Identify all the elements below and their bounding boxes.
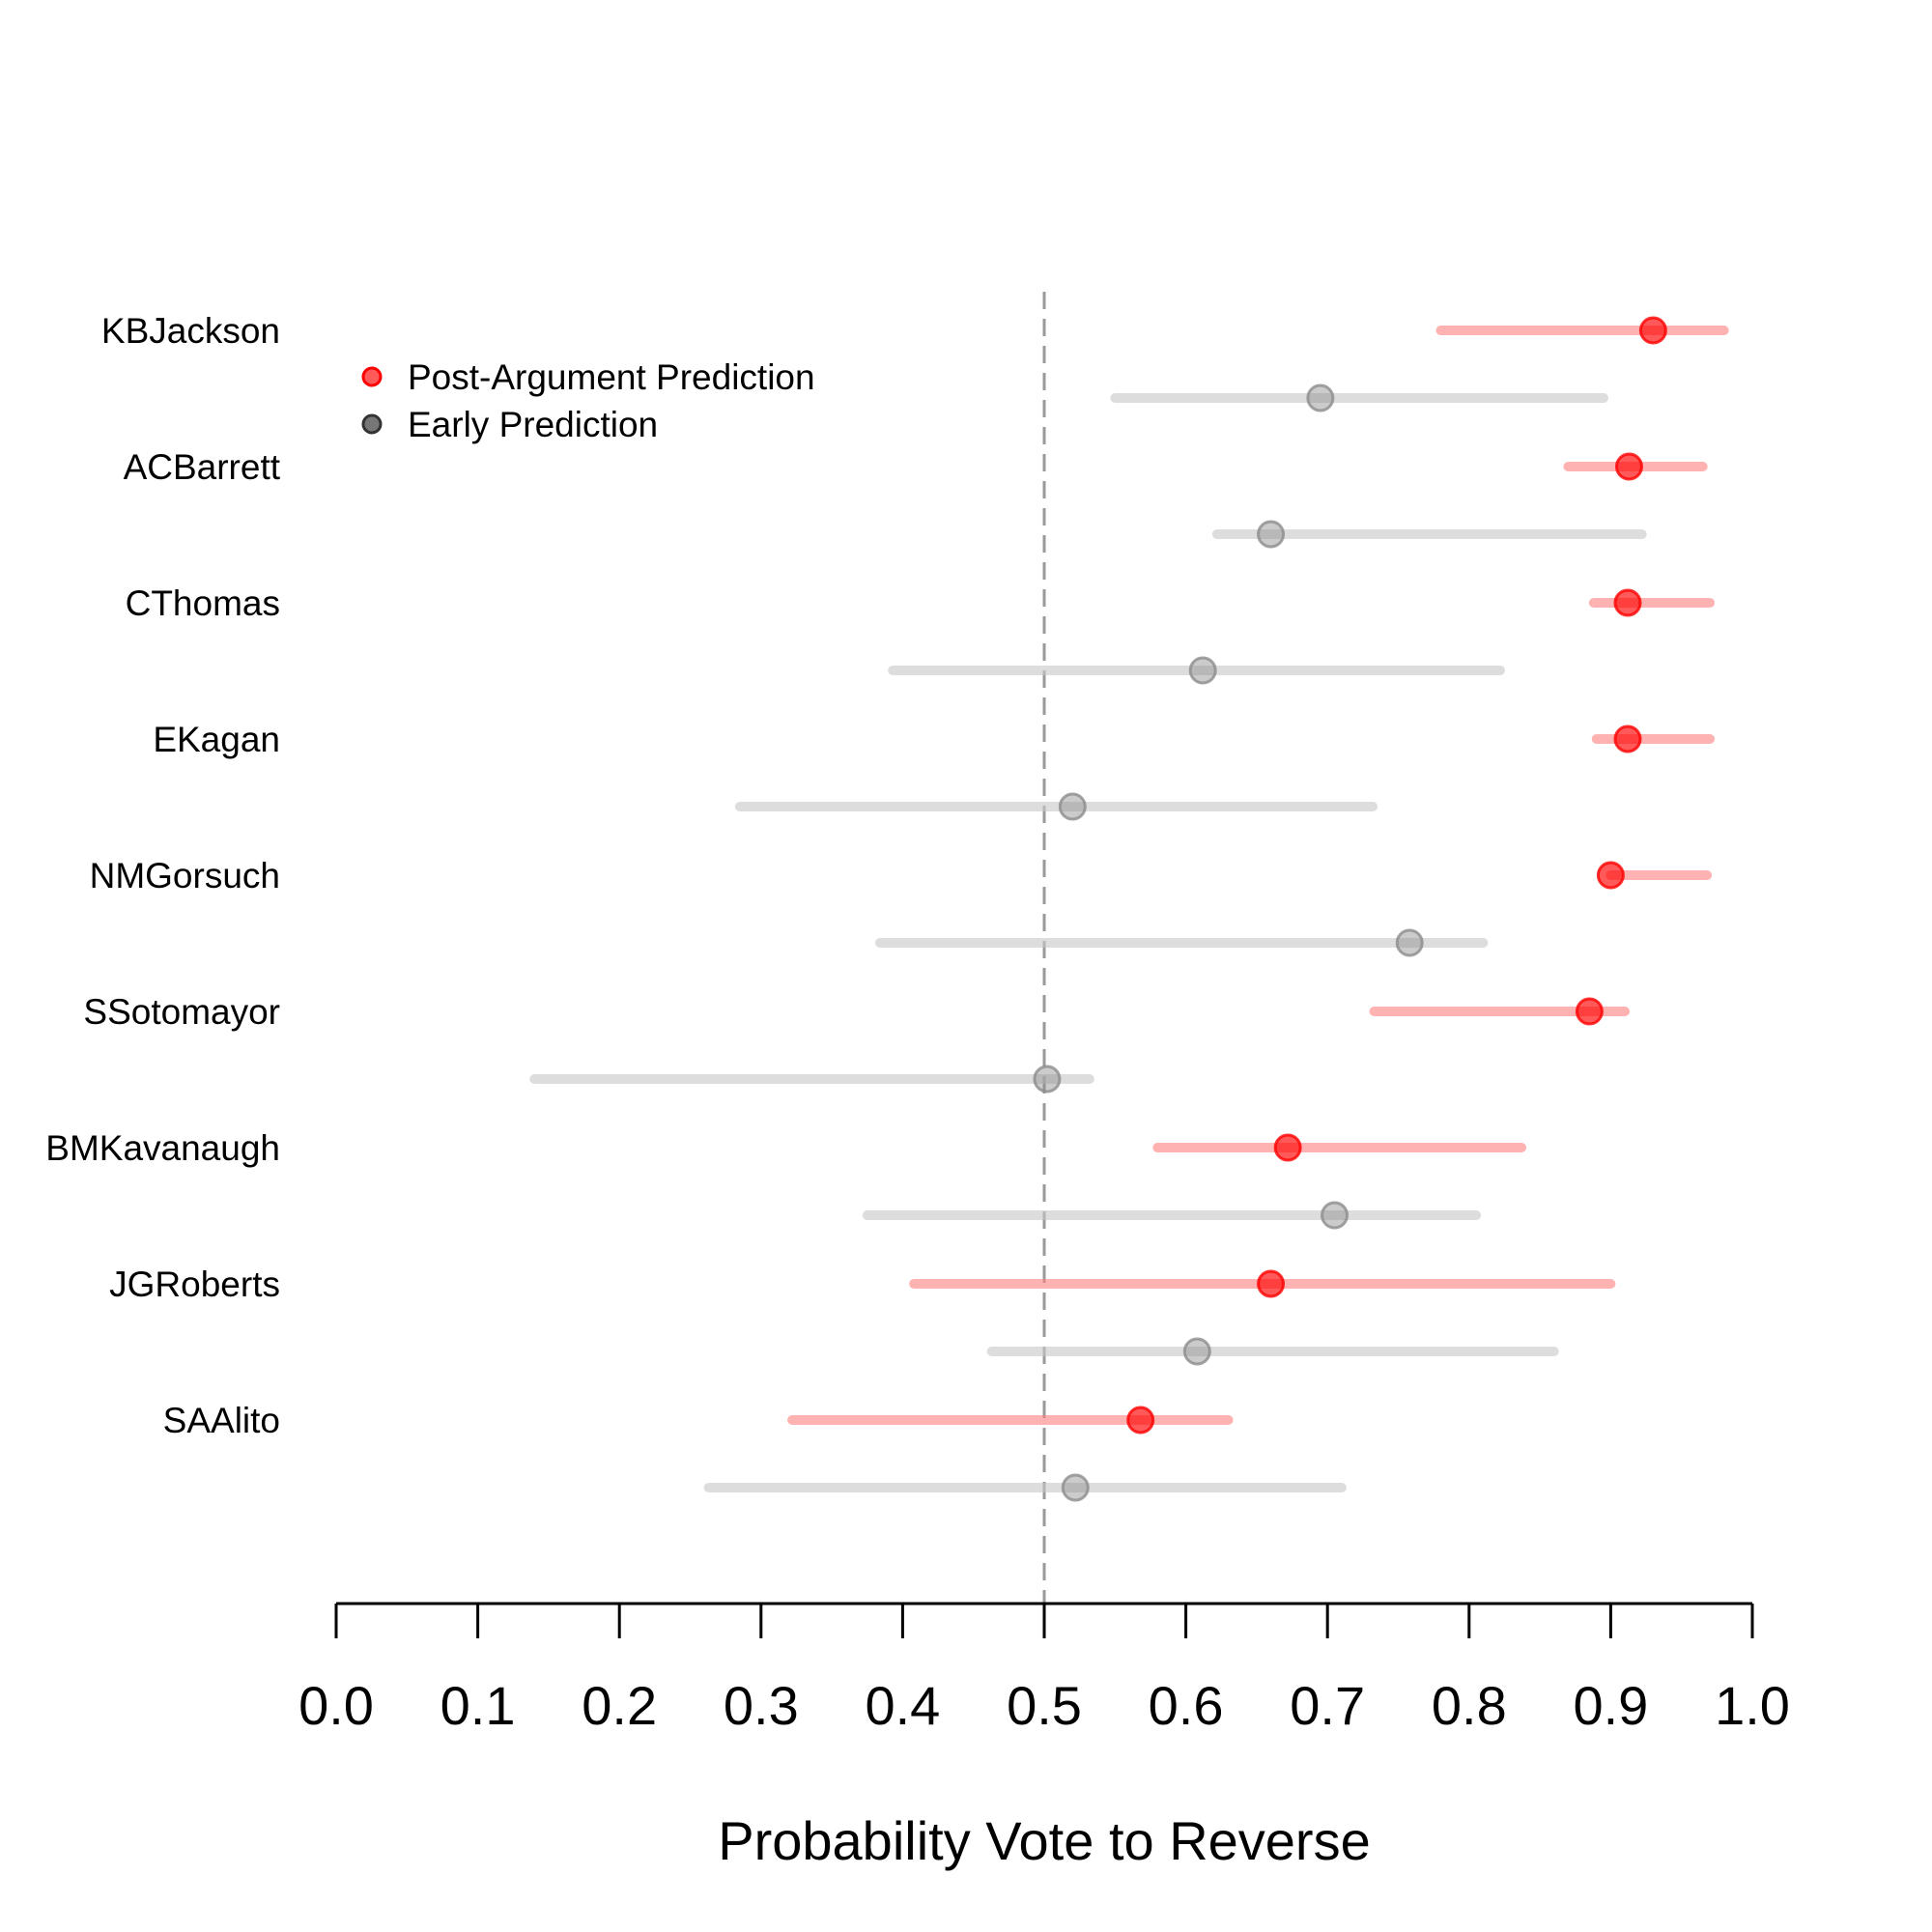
x-tick-label-1.0: 1.0 (1715, 1675, 1790, 1736)
legend-post-label: Post-Argument Prediction (408, 357, 815, 397)
justice-label-nmgorsuch: NMGorsuch (90, 856, 280, 895)
x-tick-label-0.3: 0.3 (724, 1675, 799, 1736)
justice-label-kbjackson: KBJackson (101, 311, 280, 351)
post-point-jgroberts (1257, 1269, 1286, 1298)
x-axis-title: Probability Vote to Reverse (718, 1810, 1370, 1871)
justice-label-bmkavanaugh: BMKavanaugh (45, 1128, 280, 1168)
early-point-ekagan (1058, 792, 1087, 821)
early-point-saalito (1061, 1473, 1090, 1502)
post-point-cthomas (1613, 588, 1642, 617)
post-point-ssotomayor (1575, 997, 1604, 1026)
early-point-bmkavanaugh (1321, 1201, 1350, 1230)
legend-early-label: Early Prediction (408, 405, 658, 444)
x-tick-label-0.8: 0.8 (1432, 1675, 1507, 1736)
early-point-ssotomayor (1033, 1065, 1062, 1094)
x-tick-label-0.1: 0.1 (440, 1675, 516, 1736)
post-point-kbjackson (1638, 316, 1667, 345)
x-tick-label-0.7: 0.7 (1290, 1675, 1365, 1736)
early-point-cthomas (1188, 656, 1217, 685)
post-point-nmgorsuch (1596, 861, 1625, 890)
justice-label-acbarrett: ACBarrett (124, 447, 281, 487)
justice-label-layer: KBJackson ACBarrett CThomas EKagan NMGorsuch… (45, 311, 280, 1440)
x-tick-label-0.2: 0.2 (582, 1675, 657, 1736)
x-tick-label-0.6: 0.6 (1149, 1675, 1224, 1736)
x-axis: 0.0 0.1 0.2 0.3 0.4 0.5 0.6 0.7 0.8 0.9 1.0 (298, 1602, 1790, 1736)
early-point-jgroberts (1182, 1337, 1211, 1366)
x-tick-label-0.9: 0.9 (1573, 1675, 1648, 1736)
point-layer (1033, 316, 1667, 1502)
justice-label-saalito: SAAlito (163, 1401, 280, 1440)
early-point-nmgorsuch (1395, 928, 1424, 957)
early-point-acbarrett (1257, 520, 1286, 549)
justice-label-ekagan: EKagan (153, 720, 280, 759)
justice-label-jgroberts: JGRoberts (109, 1264, 280, 1304)
post-point-saalito (1126, 1406, 1155, 1435)
x-tick-label-0.5: 0.5 (1007, 1675, 1082, 1736)
legend-early-marker (361, 413, 383, 435)
interval-layer (529, 326, 1729, 1492)
justice-label-cthomas: CThomas (126, 583, 280, 623)
post-point-acbarrett (1614, 452, 1643, 481)
early-point-kbjackson (1306, 384, 1335, 412)
justice-label-ssotomayor: SSotomayor (83, 992, 280, 1032)
legend-post-marker (361, 366, 383, 387)
post-point-ekagan (1613, 724, 1642, 753)
x-tick-label-0.4: 0.4 (865, 1675, 940, 1736)
x-tick-label-0.0: 0.0 (298, 1675, 374, 1736)
legend: Post-Argument Prediction Early Predictio… (361, 357, 815, 444)
post-point-bmkavanaugh (1273, 1133, 1302, 1162)
